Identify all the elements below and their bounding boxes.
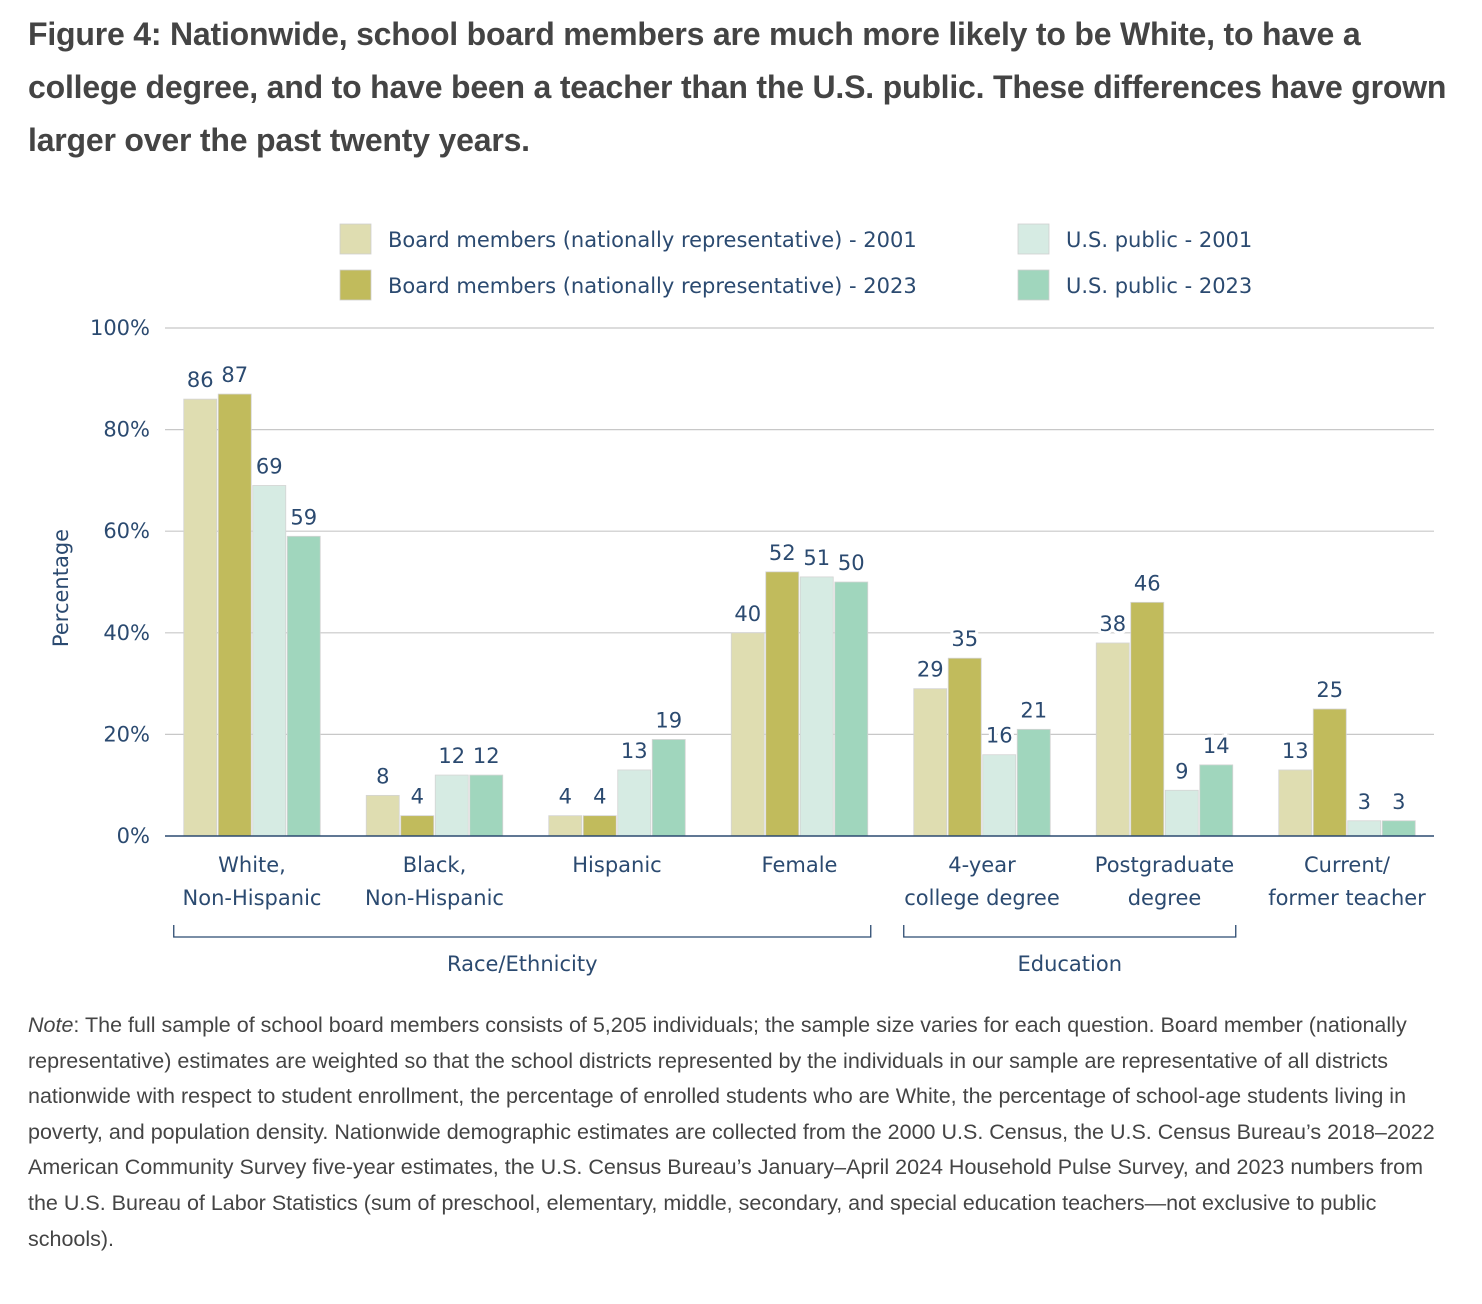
bar	[1347, 820, 1382, 837]
bars	[183, 393, 1416, 837]
bar	[1278, 769, 1313, 837]
bar	[1381, 820, 1416, 837]
y-tick-label: 60%	[103, 519, 150, 543]
x-tick-label: former teacher	[1268, 886, 1426, 910]
data-label: 50	[838, 551, 865, 575]
group-label: Race/Ethnicity	[447, 952, 598, 976]
bar	[582, 815, 617, 837]
bar	[1095, 642, 1130, 837]
bar	[1199, 764, 1234, 837]
x-tick-label: Non-Hispanic	[183, 886, 322, 910]
data-label: 35	[951, 627, 978, 651]
x-tick-label: White,	[218, 853, 286, 877]
bar	[286, 535, 321, 837]
data-label: 86	[187, 368, 214, 392]
note-text: : The full sample of school board member…	[28, 1013, 1435, 1251]
data-label: 16	[986, 724, 1013, 748]
data-label: 3	[1358, 790, 1371, 814]
bar	[651, 739, 686, 837]
data-label: 13	[621, 739, 648, 763]
bar	[469, 774, 504, 837]
data-label: 29	[917, 658, 944, 682]
legend-swatch	[339, 223, 372, 255]
legend-label: U.S. public - 2001	[1066, 228, 1252, 252]
data-label: 12	[438, 744, 465, 768]
data-label: 4	[559, 785, 572, 809]
group-label: Education	[1017, 952, 1122, 976]
y-tick-label: 20%	[103, 722, 150, 746]
data-label: 46	[1134, 571, 1161, 595]
bar	[1130, 601, 1165, 837]
data-label: 59	[290, 505, 317, 529]
data-label: 4	[411, 785, 424, 809]
gridlines	[165, 327, 1434, 736]
bar	[1312, 708, 1347, 837]
data-label: 12	[473, 744, 500, 768]
x-tick-label: Hispanic	[572, 853, 661, 877]
data-label: 51	[803, 546, 830, 570]
y-tick-label: 100%	[90, 316, 150, 340]
data-label: 21	[1020, 698, 1047, 722]
bar	[730, 632, 765, 837]
bar	[765, 571, 800, 837]
y-axis-label: Percentage	[49, 529, 73, 647]
legend-label: Board members (nationally representative…	[388, 228, 917, 252]
data-label: 25	[1316, 678, 1343, 702]
note-label: Note	[28, 1013, 74, 1037]
x-axis-categories: White, Non-Hispanic Black, Non-Hispanic Hisp…	[183, 853, 1427, 910]
data-label: 8	[376, 764, 389, 788]
legend-swatch	[339, 269, 372, 301]
data-label: 9	[1175, 759, 1188, 783]
data-label: 13	[1282, 739, 1309, 763]
bar	[1164, 789, 1199, 837]
legend-swatch	[1017, 269, 1050, 301]
x-tick-label: Black,	[403, 853, 467, 877]
bar	[252, 485, 287, 837]
bar	[183, 398, 218, 837]
data-label: 4	[593, 785, 606, 809]
bar	[913, 688, 948, 837]
data-label: 19	[655, 708, 682, 732]
bar	[434, 774, 469, 837]
data-label: 3	[1392, 790, 1405, 814]
x-tick-label: Non-Hispanic	[365, 886, 504, 910]
y-tick-label: 0%	[117, 824, 150, 848]
data-label: 14	[1203, 734, 1230, 758]
legend-label: Board members (nationally representative…	[388, 274, 917, 298]
bar	[947, 657, 982, 837]
group-bracket	[173, 925, 872, 938]
bar	[217, 393, 252, 837]
x-tick-label: Female	[762, 853, 838, 877]
data-label: 52	[769, 541, 796, 565]
data-label: 38	[1099, 612, 1126, 636]
bar-chart: Board members (nationally representative…	[49, 223, 1434, 976]
bar	[799, 576, 834, 837]
data-label: 87	[221, 363, 248, 387]
legend-swatch	[1017, 223, 1050, 255]
bar	[1016, 728, 1051, 837]
category-group-brackets: Race/Ethnicity Education	[173, 925, 1237, 976]
data-label: 40	[734, 602, 761, 626]
bar	[365, 794, 400, 837]
bar	[982, 754, 1017, 837]
bar	[400, 815, 435, 837]
x-tick-label: Postgraduate	[1095, 853, 1234, 877]
bar	[617, 769, 652, 837]
legend-label: U.S. public - 2023	[1066, 274, 1252, 298]
figure-title: Figure 4: Nationwide, school board membe…	[28, 16, 1447, 158]
bar	[834, 581, 869, 837]
data-label: 69	[256, 454, 283, 478]
y-axis-ticks: 0% 20% 40% 60% 80% 100%	[90, 316, 150, 848]
x-tick-label: 4-year	[948, 853, 1016, 877]
x-tick-label: college degree	[904, 886, 1060, 910]
group-bracket	[903, 925, 1237, 938]
y-tick-label: 80%	[103, 418, 150, 442]
legend: Board members (nationally representative…	[339, 223, 1252, 301]
x-tick-label: Current/	[1304, 853, 1391, 877]
bar	[548, 815, 583, 837]
figure-note: Note: The full sample of school board me…	[28, 1008, 1458, 1257]
x-tick-label: degree	[1128, 886, 1202, 910]
y-tick-label: 40%	[103, 621, 150, 645]
